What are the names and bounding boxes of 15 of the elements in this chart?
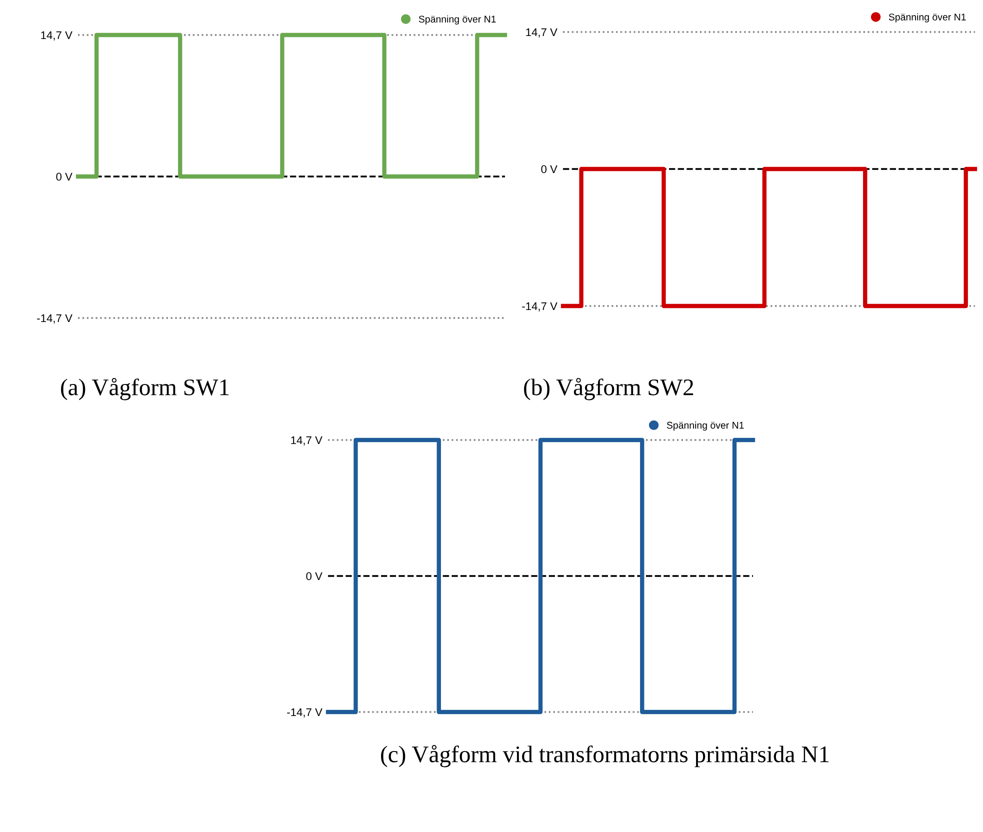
text: (b) Vågform SW2 (524, 378, 694, 400)
y-tick-label: 14,7 V (526, 28, 558, 38)
text: (a) Vågform SW1 (61, 378, 229, 400)
y-tick-label: 0 V (541, 165, 558, 174)
legend-label: Spänning över N1 (418, 15, 496, 25)
y-tick-label: -14,7 V (522, 302, 558, 312)
text: (c) Vågform vid transformatorns primärsida N1 (381, 745, 829, 768)
y-tick-label: 0 V (306, 572, 322, 580)
y-tick-label: -14,7 V (37, 314, 72, 324)
y-tick-label: 14,7 V (291, 436, 322, 446)
y-tick-label: -14,7 V (287, 708, 322, 718)
legend-label: Spänning över N1 (888, 13, 966, 22)
y-tick-label: 0 V (56, 172, 72, 181)
y-tick-label: 14,7 V (41, 31, 72, 40)
legend-label: Spänning över N1 (666, 422, 744, 431)
